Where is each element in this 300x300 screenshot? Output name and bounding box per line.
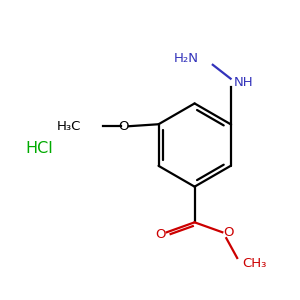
Text: H₃C: H₃C — [57, 120, 81, 133]
Text: NH: NH — [234, 76, 253, 89]
Text: CH₃: CH₃ — [242, 257, 266, 270]
Text: O: O — [156, 228, 166, 241]
Text: O: O — [223, 226, 233, 239]
Text: HCl: HCl — [25, 140, 53, 155]
Text: O: O — [118, 120, 129, 133]
Text: H₂N: H₂N — [174, 52, 199, 65]
